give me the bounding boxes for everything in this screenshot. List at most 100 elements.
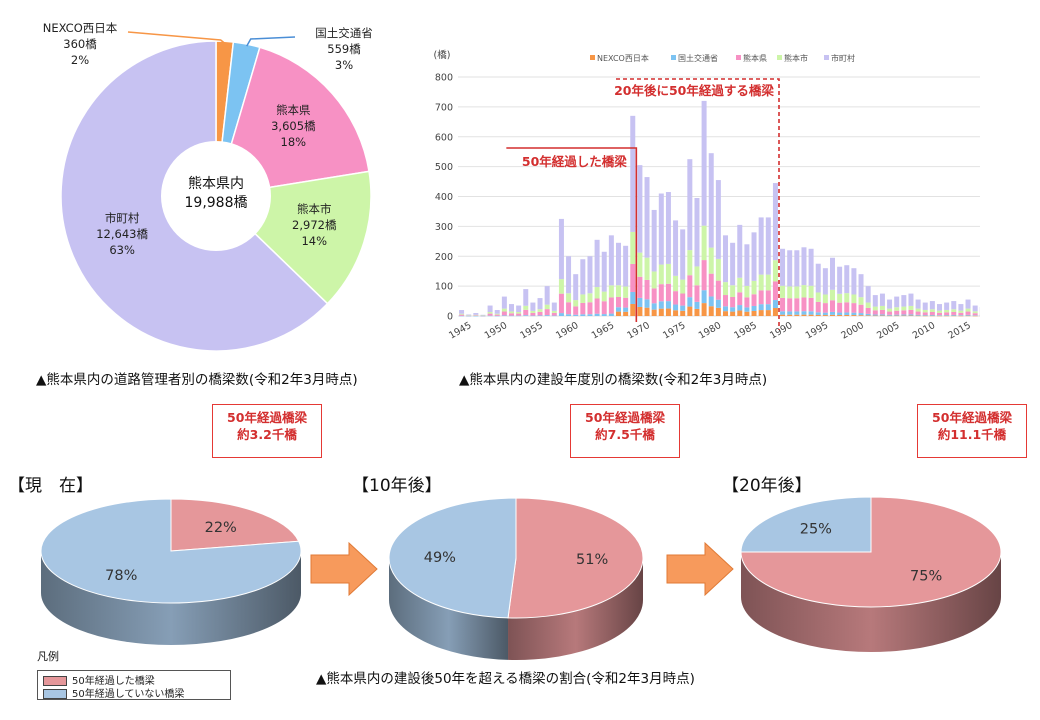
bar-2004-4 bbox=[879, 293, 885, 306]
bar-xtick-1965: 1965 bbox=[590, 320, 616, 342]
pie3-0-label-passed: 22% bbox=[205, 520, 237, 536]
pie3-2-label-passed: 75% bbox=[910, 568, 942, 584]
bar-1964-1 bbox=[594, 313, 600, 316]
bar-1962-2 bbox=[580, 302, 586, 315]
bar-2012-3 bbox=[937, 310, 942, 313]
pie3-2-wall-passed bbox=[741, 552, 1001, 652]
bar-1977-2 bbox=[687, 275, 693, 298]
legend-item-notpassed: 50年経過していない橋梁 bbox=[43, 685, 184, 700]
bar-1964-3 bbox=[594, 287, 600, 299]
bar-2005-3 bbox=[887, 308, 893, 312]
bar-1990-4 bbox=[780, 248, 786, 286]
bar-2000-0 bbox=[851, 315, 857, 316]
pie1-label-pct-2: 18% bbox=[281, 135, 307, 149]
pie3-2-label-notpassed: 25% bbox=[800, 522, 832, 538]
bar-1945-4 bbox=[459, 310, 465, 314]
bar-1947-2 bbox=[473, 315, 479, 316]
bar-1969-0 bbox=[630, 303, 636, 316]
bar-1975-4 bbox=[673, 220, 679, 276]
bar-2002-3 bbox=[865, 302, 871, 308]
bar-caption: ▲熊本県内の建設年度別の橋梁数(令和2年3月時点) bbox=[459, 372, 768, 388]
bar-1981-3 bbox=[715, 258, 721, 281]
bar-1970-1 bbox=[637, 297, 643, 307]
bar-xtick-1955: 1955 bbox=[518, 320, 544, 342]
bar-1996-2 bbox=[822, 303, 828, 313]
pie3-0-slice-notpassed bbox=[40, 498, 302, 604]
flow-arrow-0 bbox=[310, 541, 378, 597]
bar-1987-4 bbox=[758, 217, 764, 275]
bar-1976-4 bbox=[680, 229, 686, 280]
bar-1987-1 bbox=[758, 304, 764, 311]
bar-2010-1 bbox=[922, 315, 928, 316]
bar-1973-4 bbox=[658, 193, 664, 265]
bar-2005-2 bbox=[887, 311, 893, 315]
bar-xtick-1950: 1950 bbox=[483, 320, 509, 342]
bar-1947-4 bbox=[473, 313, 479, 315]
bar-1995-3 bbox=[815, 292, 821, 302]
bar-1984-4 bbox=[737, 224, 743, 278]
bar-legend-swatch-0 bbox=[590, 55, 595, 60]
pie1-label-name-0: NEXCO西日本 bbox=[43, 21, 118, 35]
pie1-label-count-1: 559橋 bbox=[327, 42, 361, 56]
bar-2011-0 bbox=[929, 315, 935, 317]
bar-1993-2 bbox=[801, 297, 807, 312]
bar-1992-3 bbox=[794, 286, 800, 299]
ratio-3d-pies: 22% 78% 51% 49% 75% 25% bbox=[40, 496, 1002, 660]
bar-ytick-200: 200 bbox=[435, 252, 453, 263]
bar-1967-2 bbox=[616, 296, 621, 308]
bar-1986-3 bbox=[751, 280, 757, 295]
bar-1983-2 bbox=[730, 296, 736, 308]
bar-1962-1 bbox=[580, 314, 586, 316]
bar-1946-1 bbox=[466, 315, 472, 317]
bar-1958-3 bbox=[551, 310, 557, 313]
pie3-1-label-passed: 51% bbox=[576, 552, 608, 568]
bar-ytick-0: 0 bbox=[447, 312, 453, 323]
bar-1984-0 bbox=[737, 310, 743, 316]
bar-2007-0 bbox=[901, 315, 907, 317]
bar-1952-3 bbox=[509, 311, 514, 314]
bar-1945-3 bbox=[459, 313, 465, 315]
bar-1985-0 bbox=[744, 311, 750, 316]
bar-1999-4 bbox=[844, 265, 850, 294]
bar-1994-3 bbox=[808, 285, 814, 298]
bar-1962-3 bbox=[580, 294, 586, 303]
bar-2008-2 bbox=[908, 309, 914, 315]
bar-1974-2 bbox=[665, 283, 671, 302]
bar-1949-3 bbox=[487, 312, 493, 314]
bar-1986-0 bbox=[751, 310, 757, 316]
bar-1992-1 bbox=[794, 311, 800, 315]
bar-2006-0 bbox=[894, 315, 900, 317]
bar-1980-3 bbox=[708, 247, 714, 274]
legend-swatch-notpassed bbox=[43, 689, 67, 699]
bar-1949-1 bbox=[487, 315, 493, 317]
pie1-label-name-3: 熊本市 bbox=[297, 202, 332, 216]
bar-ytick-500: 500 bbox=[435, 162, 453, 173]
bar-2017-0 bbox=[972, 315, 978, 317]
bar-2002-0 bbox=[865, 315, 871, 316]
bar-1977-0 bbox=[687, 306, 693, 316]
bar-1959-4 bbox=[558, 218, 564, 280]
bar-2003-4 bbox=[872, 295, 878, 307]
pie1-label-pct-3: 14% bbox=[301, 234, 327, 248]
box-now-title: 50年経過橋梁 bbox=[227, 410, 307, 425]
bar-1997-2 bbox=[830, 300, 835, 312]
bar-1951-3 bbox=[501, 308, 507, 312]
bar-1973-3 bbox=[658, 264, 664, 285]
bar-1957-4 bbox=[544, 286, 550, 305]
bar-2007-4 bbox=[901, 295, 907, 307]
pies3-caption: ▲熊本県内の建設後50年を超える橋梁の割合(令和2年3月時点) bbox=[316, 671, 695, 687]
bar-1954-3 bbox=[523, 305, 529, 310]
bar-1960-1 bbox=[566, 314, 572, 316]
pie1-label-count-0: 360橋 bbox=[63, 37, 97, 51]
bar-2011-2 bbox=[929, 311, 935, 315]
bar-1963-2 bbox=[587, 302, 593, 315]
bar-2002-2 bbox=[865, 307, 871, 314]
box-now-value: 約3.2千橋 bbox=[237, 427, 297, 442]
bar-ytick-700: 700 bbox=[435, 102, 453, 113]
flow-arrow-1 bbox=[666, 541, 734, 597]
bar-1994-1 bbox=[808, 311, 814, 315]
bar-2011-1 bbox=[929, 314, 935, 316]
bar-2000-2 bbox=[851, 303, 857, 313]
box-20y: 50年経過橋梁 約11.1千橋 bbox=[917, 404, 1027, 458]
bar-1971-0 bbox=[644, 307, 650, 316]
